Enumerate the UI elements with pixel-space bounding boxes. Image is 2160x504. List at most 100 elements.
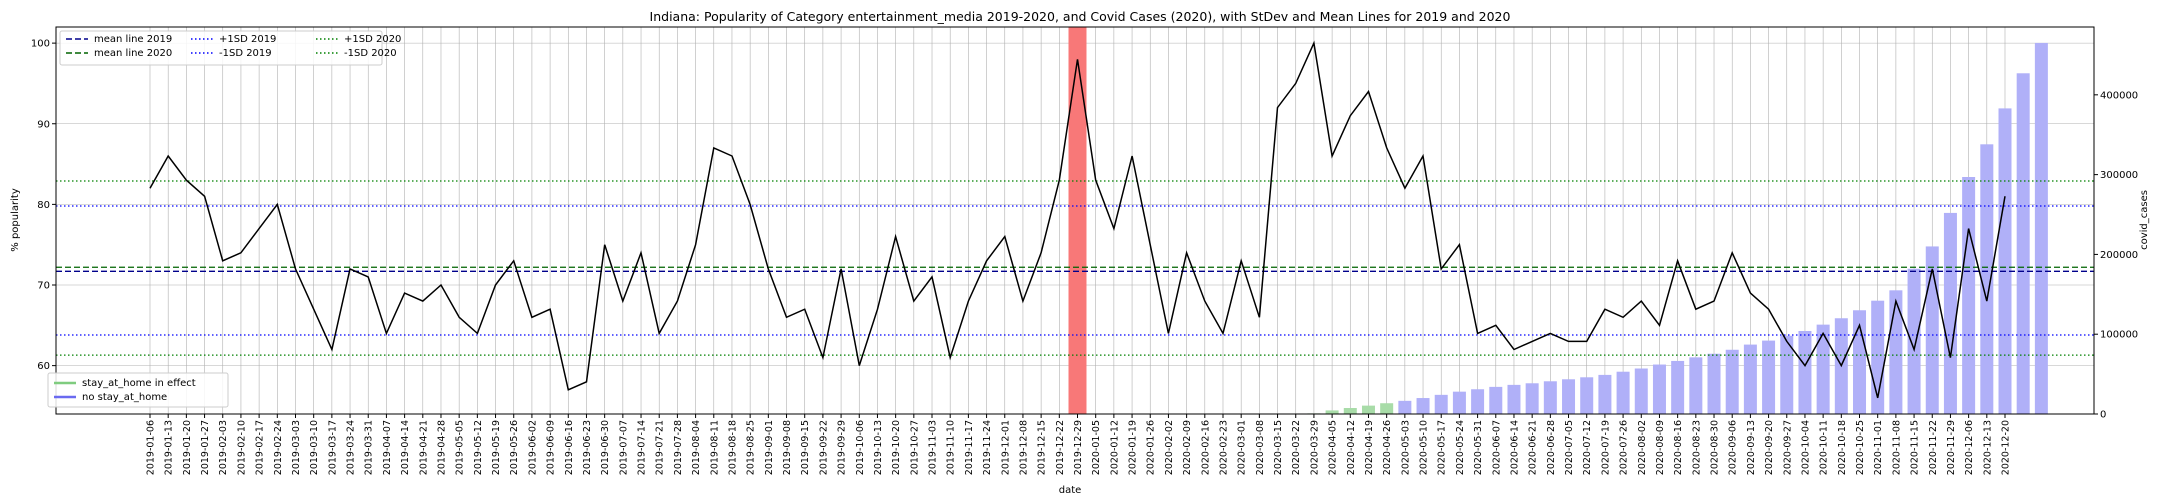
x-tick-label: 2020-05-03 <box>1400 420 1411 475</box>
x-tick-label: 2020-11-01 <box>1873 420 1884 475</box>
x-tick-label: 2019-04-21 <box>418 420 429 475</box>
x-tick-label: 2020-04-12 <box>1346 420 1357 475</box>
x-tick-label: 2019-12-29 <box>1073 420 1084 475</box>
legend-label: no stay_at_home <box>82 392 167 403</box>
x-tick-label: 2019-03-24 <box>346 420 357 475</box>
x-tick-label: 2019-06-16 <box>564 420 575 475</box>
x-tick-label: 2020-05-10 <box>1419 420 1430 475</box>
covid-cases-bar <box>1725 349 1739 414</box>
y2-tick-label: 0 <box>2100 410 2106 421</box>
x-tick-label: 2020-04-19 <box>1364 420 1375 475</box>
x-tick-label: 2020-02-23 <box>1219 420 1230 475</box>
y2-tick-label: 300000 <box>2100 170 2138 181</box>
x-tick-label: 2019-08-18 <box>728 420 739 475</box>
covid-cases-bar <box>1634 368 1648 414</box>
legend-label: mean line 2019 <box>94 34 172 45</box>
x-tick-label: 2019-01-06 <box>146 420 157 475</box>
x-tick-label: 2019-10-06 <box>855 420 866 475</box>
x-tick-label: 2020-09-06 <box>1728 420 1739 475</box>
x-tick-label: 2019-09-15 <box>800 420 811 475</box>
x-tick-label: 2019-08-25 <box>746 420 757 475</box>
x-tick-label: 2020-05-24 <box>1455 420 1466 475</box>
x-tick-label: 2019-12-22 <box>1055 420 1066 475</box>
covid-cases-bar <box>1343 408 1357 414</box>
x-tick-label: 2020-08-30 <box>1710 420 1721 475</box>
x-tick-label: 2019-05-12 <box>473 420 484 475</box>
x-tick-label: 2019-06-02 <box>527 420 538 475</box>
legend-stay-at-home: stay_at_home in effect no stay_at_home <box>47 372 229 408</box>
legend-label: mean line 2020 <box>94 48 172 59</box>
y2-tick-label: 400000 <box>2100 90 2138 101</box>
x-tick-label: 2019-09-29 <box>837 420 848 475</box>
y2-tick-label: 200000 <box>2100 250 2138 261</box>
x-tick-label: 2019-06-09 <box>546 420 557 475</box>
x-tick-label: 2019-05-19 <box>491 420 502 475</box>
x-tick-label: 2019-08-04 <box>691 420 702 475</box>
y-tick-label: 60 <box>37 361 50 372</box>
x-tick-label: 2020-08-16 <box>1673 420 1684 475</box>
x-tick-label: 2020-04-26 <box>1382 420 1393 475</box>
x-tick-label: 2020-01-19 <box>1128 420 1139 475</box>
legend-label: stay_at_home in effect <box>82 378 196 389</box>
x-tick-label: 2019-05-05 <box>455 420 466 475</box>
y2-axis-label: covid_cases <box>2139 190 2150 250</box>
x-tick-label: 2020-08-23 <box>1691 420 1702 475</box>
legend-label: -1SD 2019 <box>219 48 272 59</box>
x-tick-label: 2019-03-31 <box>364 420 375 475</box>
x-tick-label: 2020-08-09 <box>1655 420 1666 475</box>
covid-cases-bar <box>1489 386 1503 414</box>
covid-cases-bar <box>1380 403 1394 414</box>
covid-cases-bar <box>1780 335 1794 414</box>
x-tick-label: 2019-04-28 <box>437 420 448 475</box>
legend-label: -1SD 2020 <box>344 48 397 59</box>
x-tick-label: 2020-06-14 <box>1510 420 1521 475</box>
x-tick-label: 2019-09-01 <box>764 420 775 475</box>
covid-cases-bar <box>1525 383 1539 414</box>
x-tick-label: 2020-03-01 <box>1237 420 1248 475</box>
x-tick-label: 2019-05-26 <box>509 420 520 475</box>
covid-cases-bar <box>1562 379 1576 414</box>
x-tick-label: 2020-04-05 <box>1328 420 1339 475</box>
x-tick-label: 2020-09-13 <box>1746 420 1757 475</box>
x-tick-label: 2019-02-24 <box>273 420 284 475</box>
covid-cases-bar <box>1543 381 1557 414</box>
covid-cases-bar <box>1762 340 1776 414</box>
popularity-line <box>149 40 2006 399</box>
x-tick-label: 2020-03-08 <box>1255 420 1266 475</box>
x-tick-label: 2020-02-02 <box>1164 420 1175 475</box>
x-tick-label: 2020-11-08 <box>1891 420 1902 475</box>
x-tick-label: 2019-04-14 <box>400 420 411 475</box>
x-tick-label: 2020-01-26 <box>1146 420 1157 475</box>
covid-cases-bar <box>1452 391 1466 414</box>
x-tick-label: 2019-12-15 <box>1037 420 1048 475</box>
x-tick-label: 2019-03-17 <box>327 420 338 475</box>
covid-cases-bar <box>1962 177 1976 414</box>
x-tick-label: 2020-07-26 <box>1619 420 1630 475</box>
covid-cases-bar <box>1398 400 1412 414</box>
x-tick-label: 2020-06-28 <box>1546 420 1557 475</box>
x-tick-label: 2020-03-29 <box>1309 420 1320 475</box>
x-tick-label: 2020-10-25 <box>1855 420 1866 475</box>
x-tick-label: 2020-02-09 <box>1182 420 1193 475</box>
x-tick-label: 2019-09-22 <box>818 420 829 475</box>
x-tick-label: 2020-03-15 <box>1273 420 1284 475</box>
x-tick-label: 2019-01-13 <box>164 420 175 475</box>
x-tick-label: 2020-12-20 <box>2001 420 2012 475</box>
covid-cases-bar <box>1671 360 1685 414</box>
x-tick-label: 2020-06-07 <box>1491 420 1502 475</box>
x-tick-label: 2020-11-15 <box>1910 420 1921 475</box>
plot-frame <box>55 26 2095 415</box>
x-tick-label: 2019-07-28 <box>673 420 684 475</box>
x-tick-label: 2020-10-04 <box>1801 420 1812 475</box>
x-tick-label: 2020-07-19 <box>1600 420 1611 475</box>
x-tick-label: 2019-08-11 <box>709 420 720 475</box>
x-tick-label: 2019-11-24 <box>982 420 993 475</box>
legend-label: +1SD 2020 <box>344 34 401 45</box>
x-tick-label: 2019-06-30 <box>600 420 611 475</box>
legend-label: +1SD 2019 <box>219 34 276 45</box>
x-tick-label: 2020-11-22 <box>1928 420 1939 475</box>
covid-cases-bar <box>1816 324 1830 414</box>
x-tick-label: 2019-09-08 <box>782 420 793 475</box>
covid-cases-bar <box>1652 364 1666 414</box>
